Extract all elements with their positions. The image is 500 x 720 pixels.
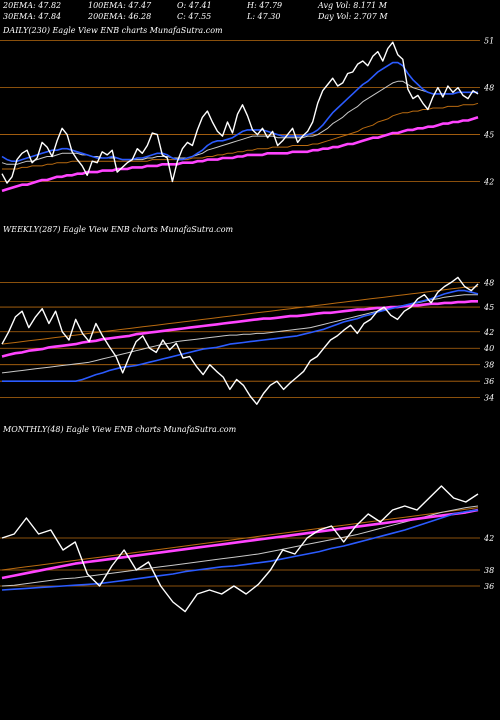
weekly-ytick-label: 48 <box>483 278 494 287</box>
daily-ytick-label: 51 <box>484 37 494 46</box>
daily-ema-long-line <box>1 116 479 193</box>
monthly-ytick-label: 38 <box>484 566 494 575</box>
monthly-price-line <box>1 485 479 613</box>
daily-ytick-label: 42 <box>483 178 494 187</box>
weekly-ytick-label: 38 <box>484 361 494 370</box>
daily-ytick-label: 48 <box>483 84 494 93</box>
weekly-ytick-label: 34 <box>484 394 494 403</box>
monthly-ytick-label: 36 <box>484 582 494 591</box>
daily-panel-label: DAILY(230) Eagle View ENB charts MunafaS… <box>3 26 223 35</box>
daily-guide-line <box>2 102 479 170</box>
header-row2-col4: L: 47.30 <box>247 12 281 21</box>
weekly-ema-short-line <box>2 289 479 383</box>
header-row2-col1: 30EMA: 47.84 <box>3 12 62 21</box>
daily-ema-short-line <box>1 61 478 162</box>
header-row2-col2: 200EMA: 46.28 <box>88 12 152 21</box>
monthly-ema-short-line <box>1 509 479 591</box>
header-row1-col3: O: 47.41 <box>177 1 212 10</box>
daily-ytick-label: 45 <box>483 131 494 140</box>
monthly-ema-long-line <box>1 508 479 580</box>
header-row2-col5: Day Vol: 2.707 M <box>318 12 388 21</box>
weekly-guide-line <box>1 286 479 345</box>
monthly-ema-mid-line <box>1 505 479 587</box>
daily-ema-mid-line <box>1 80 478 165</box>
weekly-price-line <box>1 276 479 405</box>
weekly-panel-label: WEEKLY(287) Eagle View ENB charts Munafa… <box>3 225 234 234</box>
header-row1-col5: Avg Vol: 8.171 M <box>318 1 387 10</box>
weekly-ytick-label: 40 <box>483 344 494 353</box>
daily-panel: 51 48 45 42 <box>0 37 494 193</box>
weekly-panel: 48 45 42 40 38 36 34 <box>0 276 494 405</box>
weekly-ytick-label: 45 <box>483 303 494 312</box>
weekly-ytick-label: 42 <box>483 328 494 337</box>
monthly-panel-label: MONTHLY(48) Eagle View ENB charts Munafa… <box>3 425 237 434</box>
monthly-guide-line <box>1 507 479 571</box>
monthly-ytick-label: 42 <box>483 534 494 543</box>
header-row1-col4: H: 47.79 <box>247 1 283 10</box>
monthly-panel: 42 38 36 <box>0 485 494 613</box>
header-row1-col2: 100EMA: 47.47 <box>88 1 152 10</box>
header-row1-col1: 20EMA: 47.82 <box>3 1 62 10</box>
weekly-ytick-label: 36 <box>484 377 494 386</box>
daily-price-line <box>1 41 479 184</box>
header-row2-col3: C: 47.55 <box>177 12 212 21</box>
